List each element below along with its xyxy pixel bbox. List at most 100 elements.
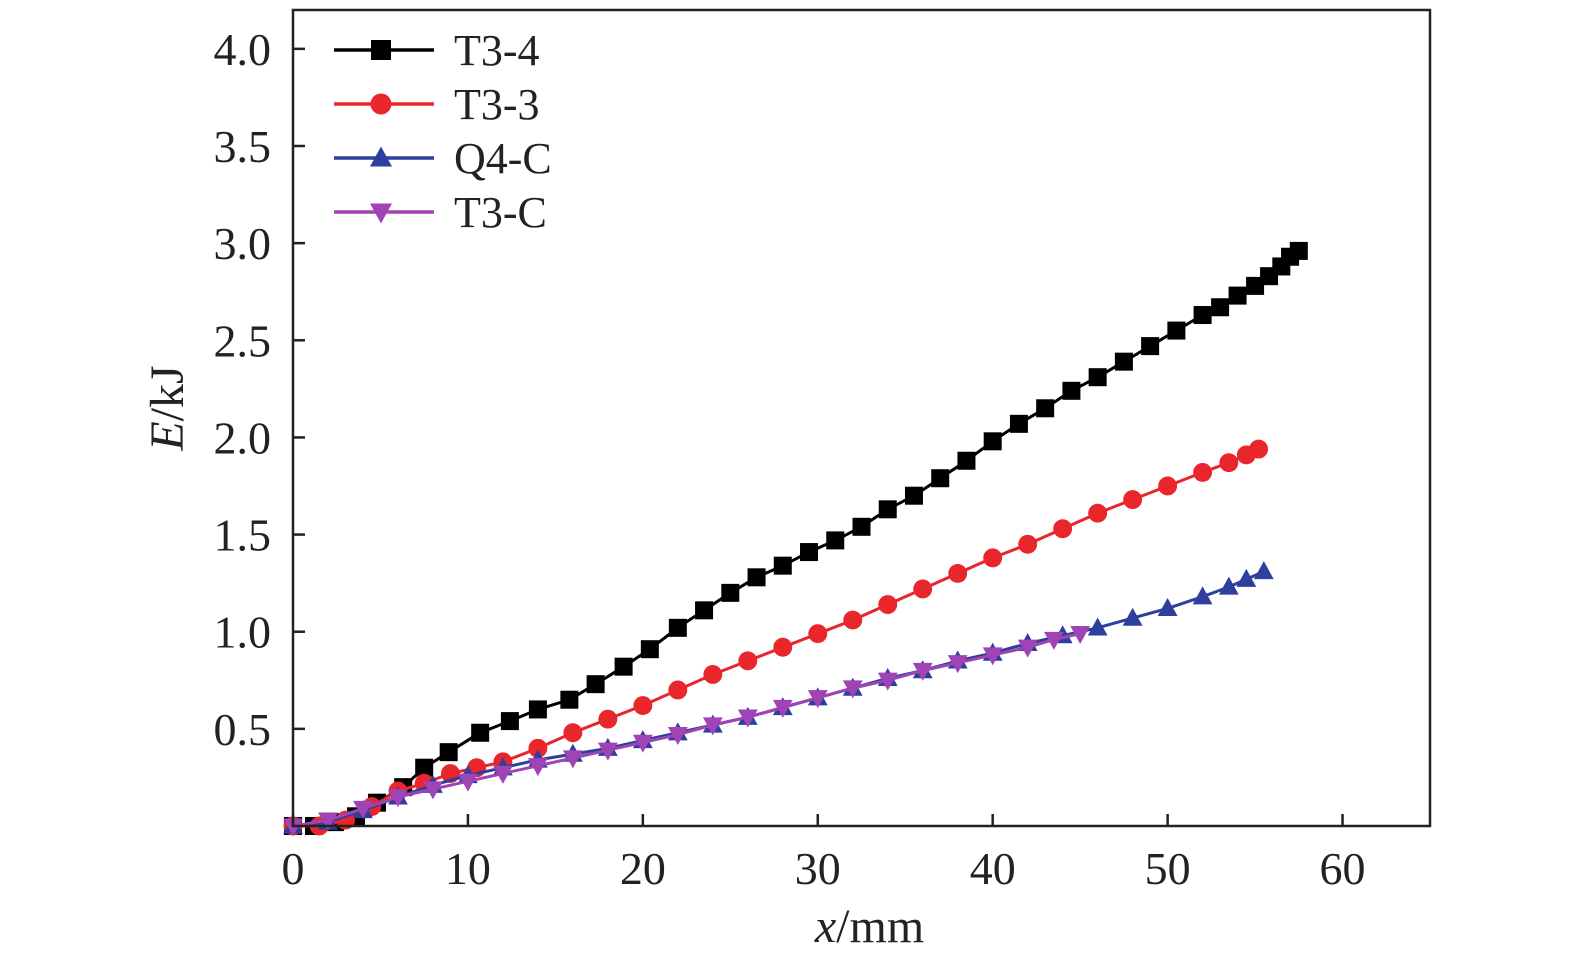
data-point-t3-3 bbox=[1018, 534, 1038, 554]
data-point-t3-4 bbox=[614, 657, 633, 676]
legend-marker-t3-3 bbox=[370, 93, 392, 115]
data-point-t3-3 bbox=[668, 680, 688, 700]
y-axis-title: E/kJ bbox=[141, 365, 194, 451]
data-point-t3-4 bbox=[773, 556, 792, 575]
axes: 0 10 20 30 40 50 60 0.5 1.0 1.5 2.0 2.5 3.0 3.5 4.0 x/m… bbox=[141, 8, 1432, 953]
data-point-t3-3 bbox=[703, 665, 723, 684]
data-point-t3-4 bbox=[640, 640, 659, 659]
data-point-t3-4 bbox=[1246, 276, 1265, 295]
data-point-t3-4 bbox=[439, 743, 458, 762]
x-tick-label: 50 bbox=[1145, 843, 1191, 894]
data-point-t3-c bbox=[1044, 631, 1064, 650]
data-point-t3-c bbox=[562, 750, 583, 769]
data-point-t3-c bbox=[632, 734, 653, 753]
data-point-t3-4 bbox=[500, 712, 519, 731]
y-tick-label: 1.5 bbox=[214, 510, 272, 561]
data-point-q4-c bbox=[1157, 598, 1178, 617]
y-tick-label: 3.0 bbox=[214, 218, 272, 269]
data-point-q4-c bbox=[1236, 568, 1257, 587]
data-point-t3-c bbox=[772, 699, 793, 718]
x-tick-label: 30 bbox=[795, 843, 841, 894]
data-point-t3-4 bbox=[586, 675, 605, 694]
data-point-t3-3 bbox=[948, 563, 968, 583]
data-point-t3-c bbox=[807, 690, 828, 709]
data-point-t3-c bbox=[947, 655, 968, 674]
data-point-t3-4 bbox=[471, 723, 490, 742]
data-point-t3-4 bbox=[931, 469, 950, 488]
plot-area bbox=[283, 241, 1308, 837]
data-point-t3-c bbox=[423, 781, 443, 800]
x-axis-title: x/mm bbox=[814, 900, 924, 953]
x-axis-variable: x bbox=[814, 900, 836, 953]
data-point-t3-c bbox=[1017, 639, 1038, 658]
data-point-t3-3 bbox=[808, 624, 828, 644]
data-point-t3-3 bbox=[1158, 476, 1178, 496]
data-point-q4-c bbox=[1253, 561, 1274, 580]
data-point-t3-c bbox=[353, 800, 373, 819]
data-point-t3-3 bbox=[1193, 462, 1213, 482]
data-point-t3-4 bbox=[957, 451, 976, 470]
y-tick-label: 4.0 bbox=[214, 24, 272, 75]
data-point-t3-4 bbox=[668, 618, 687, 637]
y-tick-label: 2.0 bbox=[214, 412, 272, 463]
data-point-t3-4 bbox=[560, 690, 579, 709]
data-point-t3-3 bbox=[773, 637, 793, 657]
data-point-t3-3 bbox=[878, 595, 898, 614]
data-point-t3-4 bbox=[1062, 381, 1081, 400]
x-tick-label: 0 bbox=[282, 843, 305, 894]
data-point-t3-3 bbox=[1123, 490, 1143, 510]
data-point-t3-c bbox=[388, 789, 408, 808]
x-tick-label: 10 bbox=[445, 843, 491, 894]
data-point-t3-3 bbox=[913, 579, 933, 599]
data-point-t3-4 bbox=[983, 432, 1002, 451]
data-point-t3-c bbox=[283, 818, 303, 837]
series-line-t3-3 bbox=[293, 447, 1260, 828]
legend-label-t3-c: T3-C bbox=[454, 188, 547, 237]
data-point-t3-c bbox=[702, 717, 723, 736]
data-point-t3-3 bbox=[1088, 503, 1108, 523]
x-tick-label: 60 bbox=[1320, 843, 1366, 894]
data-point-t3-c bbox=[597, 742, 618, 761]
data-point-t3-c bbox=[318, 812, 338, 831]
data-point-t3-4 bbox=[747, 568, 766, 587]
x-tick-label: 40 bbox=[970, 843, 1016, 894]
legend: T3-4 T3-3 Q4-C T3-C bbox=[334, 26, 552, 237]
data-point-q4-c bbox=[1218, 576, 1239, 595]
data-point-t3-3 bbox=[633, 696, 653, 715]
legend-label-q4-c: Q4-C bbox=[454, 134, 552, 183]
data-point-t3-c bbox=[877, 672, 898, 691]
data-point-t3-c bbox=[737, 709, 758, 728]
data-point-t3-3 bbox=[528, 738, 548, 758]
y-tick-label: 2.5 bbox=[214, 315, 272, 366]
x-axis-unit: /mm bbox=[836, 900, 924, 953]
y-axis-unit: /kJ bbox=[141, 365, 194, 421]
data-point-t3-c bbox=[493, 765, 513, 784]
data-point-t3-3 bbox=[843, 610, 863, 630]
x-tick-label: 20 bbox=[620, 843, 666, 894]
data-point-t3-c bbox=[1070, 626, 1091, 645]
data-point-t3-4 bbox=[878, 500, 897, 519]
data-point-t3-4 bbox=[800, 543, 819, 562]
y-tick-label: 3.5 bbox=[214, 121, 272, 172]
data-point-t3-4 bbox=[1141, 337, 1160, 356]
data-point-t3-4 bbox=[1009, 414, 1028, 433]
data-point-t3-3 bbox=[738, 651, 758, 671]
data-point-t3-4 bbox=[528, 700, 547, 719]
data-point-t3-4 bbox=[695, 601, 714, 620]
data-point-t3-3 bbox=[563, 723, 583, 743]
data-point-t3-4 bbox=[1289, 241, 1308, 260]
data-point-q4-c bbox=[1192, 586, 1213, 605]
data-point-t3-4 bbox=[1036, 399, 1055, 418]
y-axis-variable: E bbox=[141, 421, 194, 451]
legend-marker-t3-c bbox=[370, 203, 392, 224]
data-point-t3-4 bbox=[1211, 298, 1230, 317]
data-point-t3-c bbox=[667, 727, 688, 746]
data-point-t3-3 bbox=[598, 709, 618, 729]
data-point-t3-4 bbox=[415, 758, 434, 777]
data-point-t3-3 bbox=[1249, 439, 1269, 459]
data-point-t3-4 bbox=[904, 486, 923, 505]
data-point-t3-4 bbox=[1167, 321, 1186, 340]
legend-marker-q4-c bbox=[370, 146, 392, 167]
data-point-t3-c bbox=[458, 773, 478, 792]
